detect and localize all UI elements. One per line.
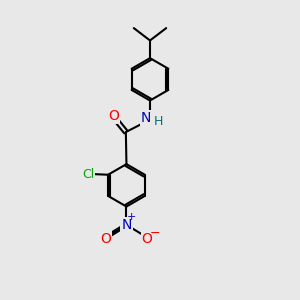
Text: −: − (150, 227, 160, 240)
Text: Cl: Cl (82, 168, 94, 181)
Text: +: + (127, 212, 136, 222)
Text: O: O (142, 232, 152, 246)
Text: N: N (121, 218, 132, 232)
Text: N: N (141, 111, 152, 125)
Text: H: H (154, 115, 164, 128)
Text: O: O (108, 109, 119, 122)
Text: O: O (100, 232, 111, 246)
